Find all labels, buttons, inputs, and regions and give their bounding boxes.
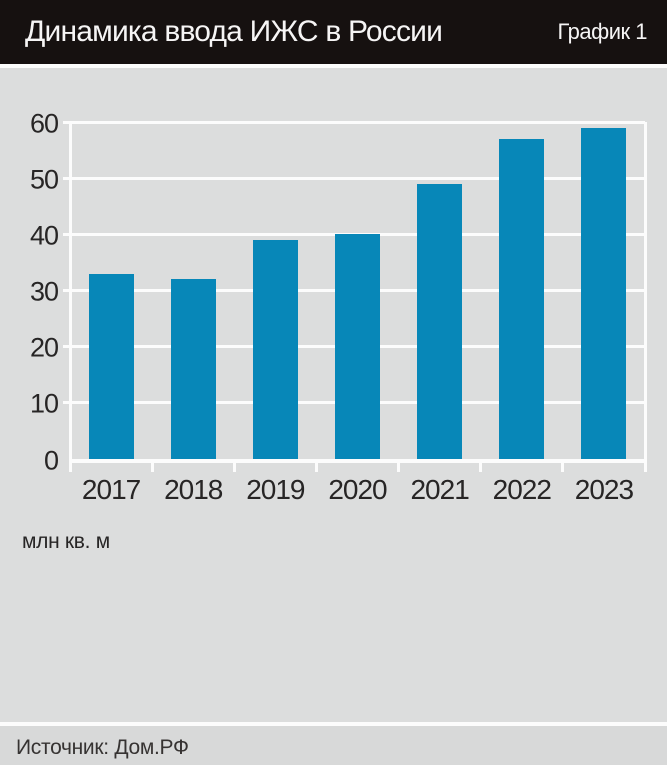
bar-slot-2020 [316, 122, 398, 459]
bar-2019 [252, 239, 298, 459]
bar-slot-2019 [234, 122, 316, 459]
gridline-50 [63, 176, 645, 180]
y-tick-label-30: 30 [29, 276, 59, 307]
chart-number-tag: График 1 [557, 19, 647, 44]
x-axis-tick [561, 463, 565, 472]
bar-2022 [499, 138, 545, 459]
plot-area [63, 120, 647, 472]
page-title: Динамика ввода ИЖС в России [25, 15, 443, 48]
x-axis-tick [150, 463, 154, 472]
bar-2017 [88, 273, 134, 459]
y-tick-label-10: 10 [29, 388, 59, 419]
bar-2020 [334, 234, 380, 459]
x-tick-label-2022: 2022 [492, 474, 552, 505]
gridline-60 [63, 120, 645, 124]
bar-slot-2021 [399, 122, 481, 459]
x-tick-label-2019: 2019 [246, 474, 305, 505]
y-tick-label-60: 60 [29, 108, 59, 138]
bars-container [70, 122, 645, 459]
bar-slot-2022 [481, 122, 563, 459]
bar-slot-2017 [70, 122, 152, 459]
footer-bar: Источник: Дом.РФ [0, 726, 667, 765]
x-axis-tick [397, 463, 401, 472]
y-tick-label-0: 0 [43, 445, 59, 475]
bar-2023 [581, 127, 627, 459]
x-tick-label-2018: 2018 [164, 474, 223, 505]
x-axis-tick [68, 463, 72, 472]
x-tick-label-2020: 2020 [328, 474, 387, 505]
y-tick-label-50: 50 [29, 164, 59, 195]
bar-2018 [170, 279, 216, 459]
header-bar: Динамика ввода ИЖС в России График 1 [0, 0, 667, 68]
x-tick-label-2021: 2021 [410, 474, 469, 505]
y-axis-units-label: млн кв. м [22, 530, 110, 553]
footer-divider [0, 722, 667, 726]
x-axis-tick [314, 463, 318, 472]
source-label: Источник: Дом.РФ [16, 736, 189, 759]
x-tick-label-2017: 2017 [81, 474, 141, 505]
x-axis-tick [643, 463, 647, 472]
x-axis-tick [479, 463, 483, 472]
bar-slot-2018 [152, 122, 234, 459]
y-tick-label-20: 20 [29, 332, 59, 363]
x-axis-tick [232, 463, 236, 472]
x-axis-labels: 2017 2018 2019 2020 2021 2022 2023 [70, 474, 645, 506]
bar-slot-2023 [563, 122, 645, 459]
bar-2021 [417, 183, 463, 459]
y-tick-label-40: 40 [29, 220, 59, 251]
x-tick-label-2023: 2023 [574, 474, 634, 505]
